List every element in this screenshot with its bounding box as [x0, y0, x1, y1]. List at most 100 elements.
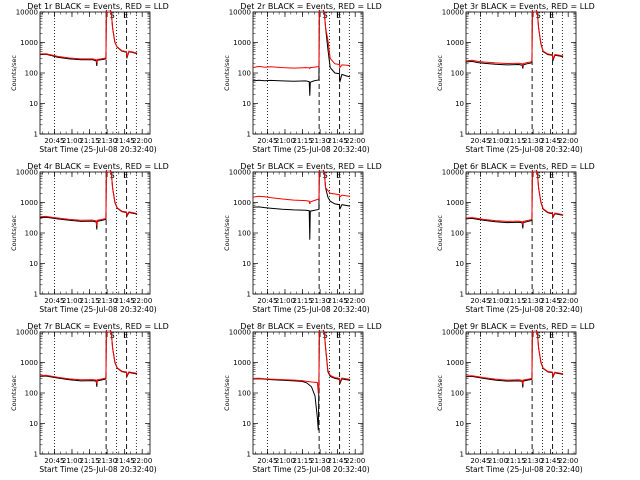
y-tick-label: 1000 — [233, 39, 251, 47]
y-tick-label: 1 — [460, 291, 464, 299]
series-line-events — [253, 10, 351, 96]
panel-title: Det 9r BLACK = Events, RED = LLD — [453, 322, 595, 331]
x-axis-label: Start Time (25-Jul-08 20:32:40) — [465, 465, 582, 474]
x-tick-label: 22:00 — [558, 457, 578, 465]
series-line-lld — [40, 170, 138, 227]
series-line-lld — [40, 330, 138, 384]
x-tick-label: 21:00 — [488, 297, 508, 305]
panel-det-4r: Det 4r BLACK = Events, RED = LLD 1 10 100 10… — [10, 162, 169, 314]
y-tick-label: 10000 — [229, 9, 251, 17]
annotation-end-label: E — [336, 331, 341, 340]
y-tick-label: 1000 — [20, 199, 38, 207]
x-tick-label: 22:00 — [132, 137, 152, 145]
x-tick-label: 20:45 — [44, 457, 64, 465]
series-line-lld — [253, 170, 351, 205]
y-axis-label: Counts/sec — [223, 215, 231, 251]
y-axis-label: Counts/sec — [436, 215, 444, 251]
x-tick-label: 22:00 — [132, 297, 152, 305]
y-tick-label: 100 — [238, 230, 251, 238]
x-tick-label: 21:30 — [310, 137, 330, 145]
x-tick-label: 21:30 — [310, 297, 330, 305]
panel-title: Det 1r BLACK = Events, RED = LLD — [27, 2, 169, 11]
y-tick-label: 1 — [247, 451, 251, 459]
annotation-start-label: S — [110, 11, 115, 20]
x-tick-label: 21:15 — [292, 297, 312, 305]
x-tick-label: 21:00 — [62, 457, 82, 465]
x-tick-label: 21:00 — [275, 137, 295, 145]
x-tick-label: 21:30 — [97, 297, 117, 305]
y-axis-label: Counts/sec — [10, 375, 18, 411]
annotation-start-label: S — [536, 171, 541, 180]
x-tick-label: 22:00 — [345, 457, 365, 465]
annotation-end-label: E — [336, 171, 341, 180]
annotation-end-label: E — [123, 331, 128, 340]
plot-frame — [39, 11, 151, 135]
y-tick-label: 10000 — [16, 329, 38, 337]
x-tick-label: 21:30 — [523, 137, 543, 145]
panel-det-8r: Det 8r BLACK = Events, RED = LLD 1 10 100 10… — [223, 322, 382, 474]
x-tick-label: 21:15 — [79, 297, 99, 305]
x-tick-label: 20:45 — [470, 457, 490, 465]
x-tick-label: 21:45 — [115, 457, 135, 465]
y-tick-label: 100 — [451, 230, 464, 238]
x-axis-label: Start Time (25-Jul-08 20:32:40) — [39, 465, 156, 474]
series-line-lld — [40, 10, 138, 64]
x-axis-label: Start Time (25-Jul-08 20:32:40) — [252, 305, 369, 314]
y-axis-label: Counts/sec — [10, 215, 18, 251]
annotation-end-label: E — [549, 171, 554, 180]
x-tick-label: 22:00 — [132, 457, 152, 465]
y-tick-label: 1000 — [446, 199, 464, 207]
plot-frame — [252, 331, 364, 455]
plot-frame — [39, 171, 151, 295]
y-tick-label: 10000 — [229, 329, 251, 337]
x-tick-label: 22:00 — [558, 137, 578, 145]
x-tick-label: 21:00 — [488, 457, 508, 465]
panel-det-9r: Det 9r BLACK = Events, RED = LLD 1 10 100 10… — [436, 322, 595, 474]
x-tick-label: 21:45 — [541, 297, 561, 305]
y-tick-label: 10 — [455, 420, 464, 428]
y-tick-label: 10 — [242, 260, 251, 268]
y-tick-label: 10000 — [16, 169, 38, 177]
y-tick-label: 10000 — [229, 169, 251, 177]
panel-det-7r: Det 7r BLACK = Events, RED = LLD 1 10 100 10… — [10, 322, 169, 474]
x-tick-label: 21:30 — [310, 457, 330, 465]
y-tick-label: 10 — [455, 100, 464, 108]
x-tick-label: 21:30 — [97, 457, 117, 465]
y-tick-label: 10 — [242, 420, 251, 428]
x-axis-label: Start Time (25-Jul-08 20:32:40) — [39, 145, 156, 154]
panel-title: Det 3r BLACK = Events, RED = LLD — [453, 2, 595, 11]
y-tick-label: 10000 — [16, 9, 38, 17]
x-tick-label: 21:45 — [541, 457, 561, 465]
x-tick-label: 21:45 — [541, 137, 561, 145]
annotation-start-label: S — [323, 171, 328, 180]
annotation-start-label: S — [110, 331, 115, 340]
y-axis-label: Counts/sec — [223, 375, 231, 411]
y-tick-label: 100 — [451, 390, 464, 398]
panel-title: Det 4r BLACK = Events, RED = LLD — [27, 162, 169, 171]
x-tick-label: 21:00 — [488, 137, 508, 145]
x-axis-label: Start Time (25-Jul-08 20:32:40) — [465, 145, 582, 154]
x-axis-label: Start Time (25-Jul-08 20:32:40) — [252, 465, 369, 474]
x-tick-label: 21:15 — [505, 457, 525, 465]
annotation-start-label: S — [536, 331, 541, 340]
x-tick-label: 21:30 — [97, 137, 117, 145]
annotation-start-label: S — [110, 171, 115, 180]
x-axis-label: Start Time (25-Jul-08 20:32:40) — [465, 305, 582, 314]
series-line-lld — [466, 170, 564, 226]
plot-frame — [39, 331, 151, 455]
x-tick-label: 20:45 — [257, 297, 277, 305]
series-line-lld — [466, 330, 564, 385]
panel-det-6r: Det 6r BLACK = Events, RED = LLD 1 10 100 10… — [436, 162, 595, 314]
x-tick-label: 22:00 — [345, 137, 365, 145]
x-tick-label: 21:00 — [62, 297, 82, 305]
x-tick-label: 20:45 — [470, 137, 490, 145]
x-tick-label: 21:15 — [505, 297, 525, 305]
x-tick-label: 21:30 — [523, 457, 543, 465]
plot-frame — [252, 11, 364, 135]
y-tick-label: 10 — [29, 100, 38, 108]
panel-title: Det 6r BLACK = Events, RED = LLD — [453, 162, 595, 171]
y-tick-label: 1 — [460, 451, 464, 459]
x-axis-label: Start Time (25-Jul-08 20:32:40) — [252, 145, 369, 154]
x-tick-label: 20:45 — [257, 137, 277, 145]
